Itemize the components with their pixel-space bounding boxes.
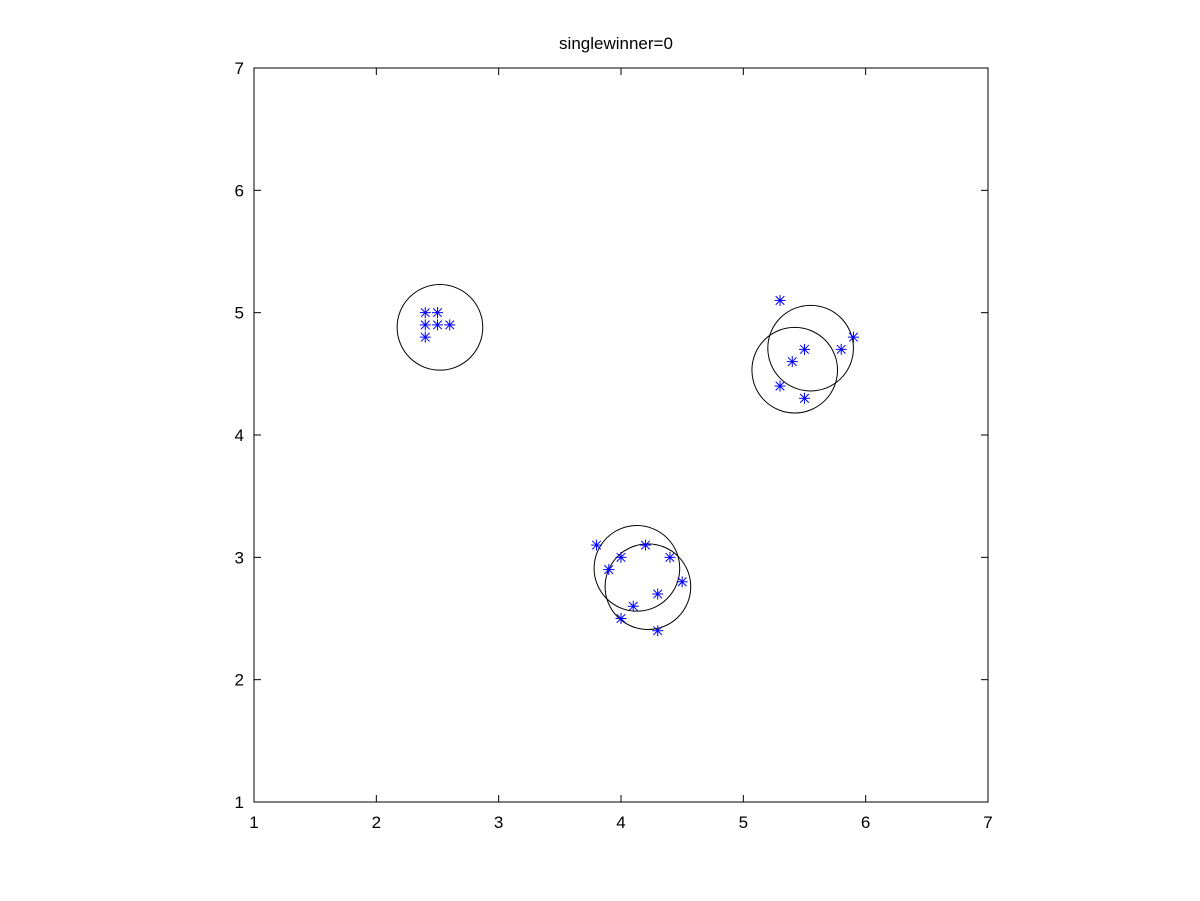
y-tick-label: 4 (235, 426, 244, 445)
x-tick-label: 4 (616, 813, 625, 832)
data-point-asterisk (615, 551, 627, 563)
y-tick-label: 5 (235, 304, 244, 323)
data-point-asterisk (591, 539, 603, 551)
cluster-circle (767, 304, 854, 392)
data-point-asterisk (664, 551, 676, 563)
x-tick-label: 1 (249, 813, 258, 832)
cluster-circle (396, 284, 484, 371)
data-point-asterisk (615, 613, 627, 624)
data-point-asterisk (444, 319, 456, 331)
data-point-asterisk (676, 576, 688, 588)
data-point-asterisk (652, 625, 664, 637)
y-tick-label: 7 (235, 59, 244, 78)
data-point-asterisk (774, 380, 786, 392)
chart-title: singlewinner=0 (559, 34, 673, 53)
data-point-asterisk (799, 343, 810, 355)
data-point-asterisk (419, 307, 431, 319)
data-point-asterisk (847, 331, 859, 343)
data-point-asterisk (419, 319, 431, 331)
data-point-asterisk (432, 307, 443, 319)
axis-ticks (253, 67, 989, 803)
cluster-circle (751, 326, 839, 414)
data-point-asterisk (652, 588, 664, 600)
x-tick-label: 5 (739, 813, 748, 832)
data-point-asterisk (786, 356, 798, 368)
cluster-circle (593, 525, 681, 612)
axes-box (253, 67, 989, 803)
data-point-asterisk (639, 539, 651, 551)
data-point-asterisk (419, 331, 431, 343)
x-tick-label: 2 (372, 813, 381, 832)
x-tick-label: 3 (494, 813, 503, 832)
axis-tick-labels: 1 2 3 4 5 6 7 1 2 3 4 5 6 7 (235, 59, 993, 832)
data-point-asterisk (603, 564, 615, 576)
data-point-asterisk (627, 600, 639, 612)
y-tick-label: 6 (235, 181, 244, 200)
y-tick-label: 1 (235, 793, 244, 812)
cluster-circles (396, 284, 854, 631)
data-point-asterisk (774, 294, 786, 306)
data-markers (419, 294, 859, 637)
data-point-asterisk (432, 319, 443, 331)
data-point-asterisk (835, 343, 847, 355)
y-tick-label: 3 (235, 548, 244, 567)
x-tick-label: 6 (861, 813, 870, 832)
y-tick-label: 2 (235, 671, 244, 690)
data-point-asterisk (799, 392, 810, 404)
cluster-circle (604, 543, 692, 631)
x-tick-label: 7 (983, 813, 992, 832)
